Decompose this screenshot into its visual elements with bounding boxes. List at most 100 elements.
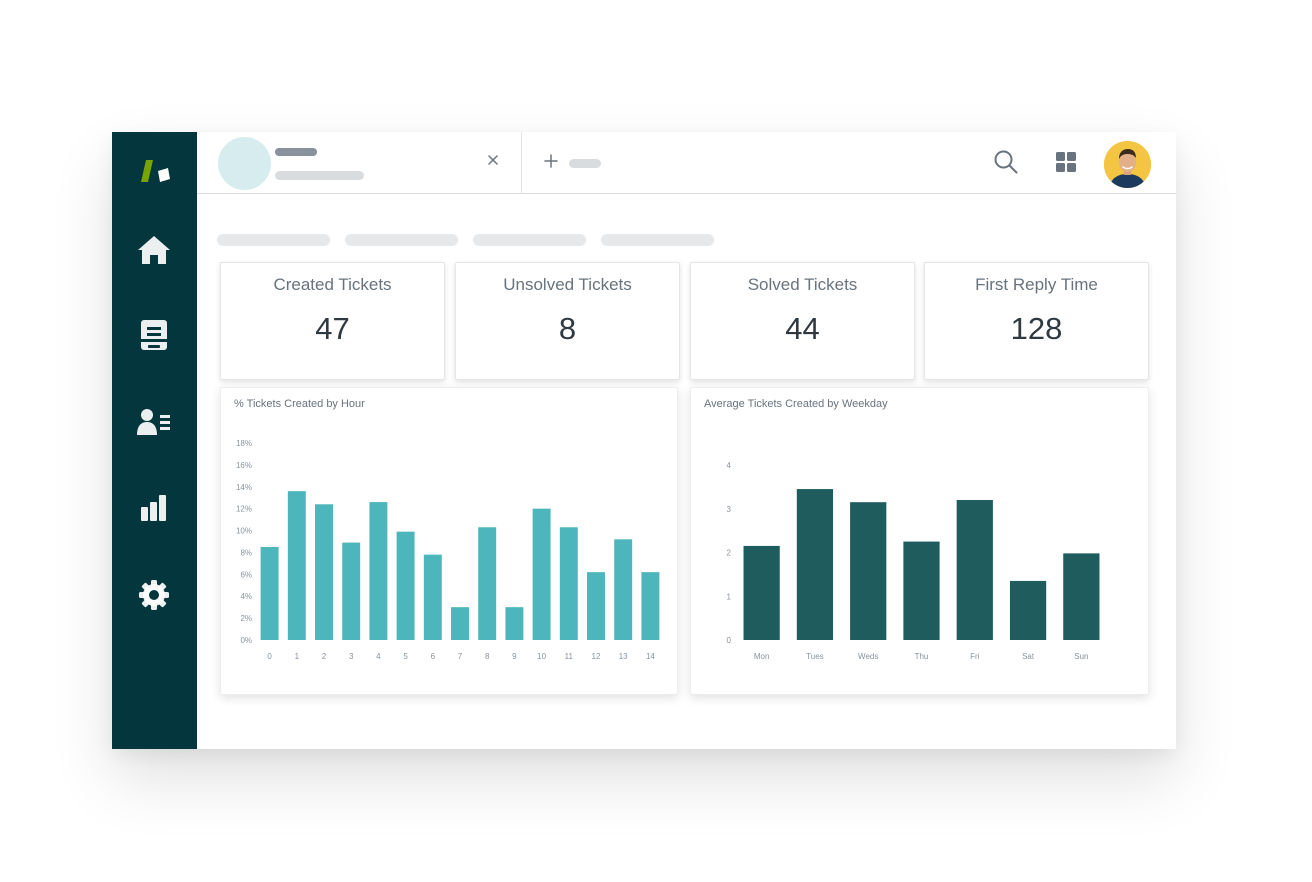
y-tick-label: 16% [236, 461, 252, 470]
nav-reporting[interactable] [132, 488, 176, 532]
tab-subtitle-placeholder [275, 171, 364, 180]
kpi-title: Solved Tickets [747, 275, 858, 294]
chart-bar [796, 489, 834, 640]
nav-home[interactable] [132, 230, 176, 274]
x-tick-label: 7 [458, 652, 463, 661]
x-tick-label: 10 [537, 652, 546, 661]
y-tick-label: 3 [727, 505, 732, 514]
chart-bar [369, 502, 388, 640]
y-tick-label: 14% [236, 483, 252, 492]
kpi-card-created[interactable]: Created Tickets 47 [220, 262, 445, 380]
breadcrumb-placeholder [473, 234, 586, 246]
x-tick-label: Fri [970, 652, 980, 661]
chart-bar [342, 542, 361, 640]
x-tick-label: 6 [431, 652, 436, 661]
tab-close-button[interactable] [483, 152, 503, 172]
x-tick-label: 13 [619, 652, 628, 661]
kpi-value: 128 [1010, 311, 1063, 346]
y-tick-label: 6% [240, 570, 252, 579]
chart-bar [451, 607, 469, 640]
top-bar [197, 132, 1176, 194]
chart-bar [903, 541, 940, 640]
apps-grid-icon [1055, 151, 1077, 178]
x-tick-label: 8 [485, 652, 490, 661]
y-tick-label: 4 [727, 461, 732, 470]
chart-bar [743, 545, 780, 640]
sidebar [112, 132, 197, 749]
kpi-title: Created Tickets [273, 275, 392, 294]
kpi-card-first-reply[interactable]: First Reply Time 128 [924, 262, 1149, 380]
breadcrumb-placeholder [345, 234, 458, 246]
new-tab-button[interactable] [543, 152, 601, 174]
search-button[interactable] [992, 150, 1020, 178]
y-tick-label: 2% [240, 614, 252, 623]
kpi-title: Unsolved Tickets [503, 275, 632, 294]
kpi-card-solved[interactable]: Solved Tickets 44 [690, 262, 915, 380]
nav-customers[interactable] [132, 402, 176, 446]
breadcrumb-placeholder [601, 234, 714, 246]
kpi-card-unsolved[interactable]: Unsolved Tickets 8 [455, 262, 680, 380]
y-tick-label: 0% [240, 636, 252, 645]
breadcrumb-placeholder [217, 234, 330, 246]
x-tick-label: 5 [403, 652, 408, 661]
x-tick-label: 11 [565, 652, 574, 661]
chart-title: % Tickets Created by Hour [234, 398, 365, 410]
x-tick-label: Tues [806, 652, 824, 661]
y-tick-label: 2 [727, 549, 732, 558]
chart-bar [559, 527, 578, 640]
x-tick-label: 4 [376, 652, 381, 661]
nav-views[interactable] [132, 315, 176, 359]
home-icon [136, 234, 172, 271]
chart-bar [423, 554, 442, 640]
chart-bar [532, 508, 551, 640]
x-tick-label: 14 [646, 652, 655, 661]
weekday-bar-chart: 0 1 2 3 4 Mon Tues Weds Thu Fri Sat Sun [727, 461, 1100, 661]
customers-icon [136, 407, 172, 442]
apps-button[interactable] [1052, 150, 1080, 178]
chart-bar [260, 546, 279, 640]
new-tab-label-placeholder [569, 158, 601, 168]
chart-bar [505, 607, 524, 640]
kpi-value: 47 [315, 311, 350, 346]
y-tick-label: 4% [240, 592, 252, 601]
search-icon [993, 149, 1019, 180]
chart-bar [478, 527, 497, 640]
hourly-bar-chart: 0%2%4%6%8%10%12%14%16%18%0 1 2 3 4 5 6 7 8 9 10 11 1… [236, 439, 660, 661]
chart-bar [1009, 580, 1047, 640]
x-tick-label: 3 [349, 652, 354, 661]
y-tick-label: 0 [727, 636, 732, 645]
chart-bar [614, 539, 633, 640]
app-window: Created Tickets 47 Unsolved Tickets 8 So… [112, 132, 1176, 749]
close-icon [487, 153, 499, 171]
chart-bar [956, 500, 993, 640]
x-tick-label: 12 [592, 652, 601, 661]
chart-title: Average Tickets Created by Weekday [704, 398, 888, 410]
ticket-tab[interactable] [197, 132, 522, 194]
chart-panel-weekday: Average Tickets Created by Weekday 0 1 2 3 4… [690, 387, 1149, 695]
y-tick-label: 1 [727, 592, 732, 601]
chart-bar [850, 502, 887, 640]
chart-bar [1063, 553, 1100, 640]
user-avatar[interactable] [1104, 141, 1151, 188]
y-tick-label: 8% [240, 548, 252, 557]
x-tick-label: Weds [858, 652, 878, 661]
plus-icon [543, 153, 559, 174]
chart-panel-hourly: % Tickets Created by Hour 0% 2% 4% 6% 8% 10% 1… [220, 387, 678, 695]
chart-bar [641, 572, 660, 640]
chart-bar [587, 572, 605, 640]
reporting-icon [139, 493, 169, 528]
views-icon [139, 318, 169, 357]
nav-settings[interactable] [132, 575, 176, 619]
x-tick-label: Mon [754, 652, 770, 661]
zendesk-logo[interactable] [136, 154, 180, 194]
chart-bar [287, 491, 306, 640]
x-tick-label: Thu [915, 652, 929, 661]
kpi-value: 8 [558, 311, 577, 346]
x-tick-label: Sun [1074, 652, 1088, 661]
settings-icon [138, 579, 170, 616]
x-tick-label: 0 [267, 652, 272, 661]
x-tick-label: 9 [512, 652, 517, 661]
chart-bar [396, 531, 415, 640]
kpi-value: 44 [785, 311, 820, 346]
x-tick-label: 2 [322, 652, 327, 661]
